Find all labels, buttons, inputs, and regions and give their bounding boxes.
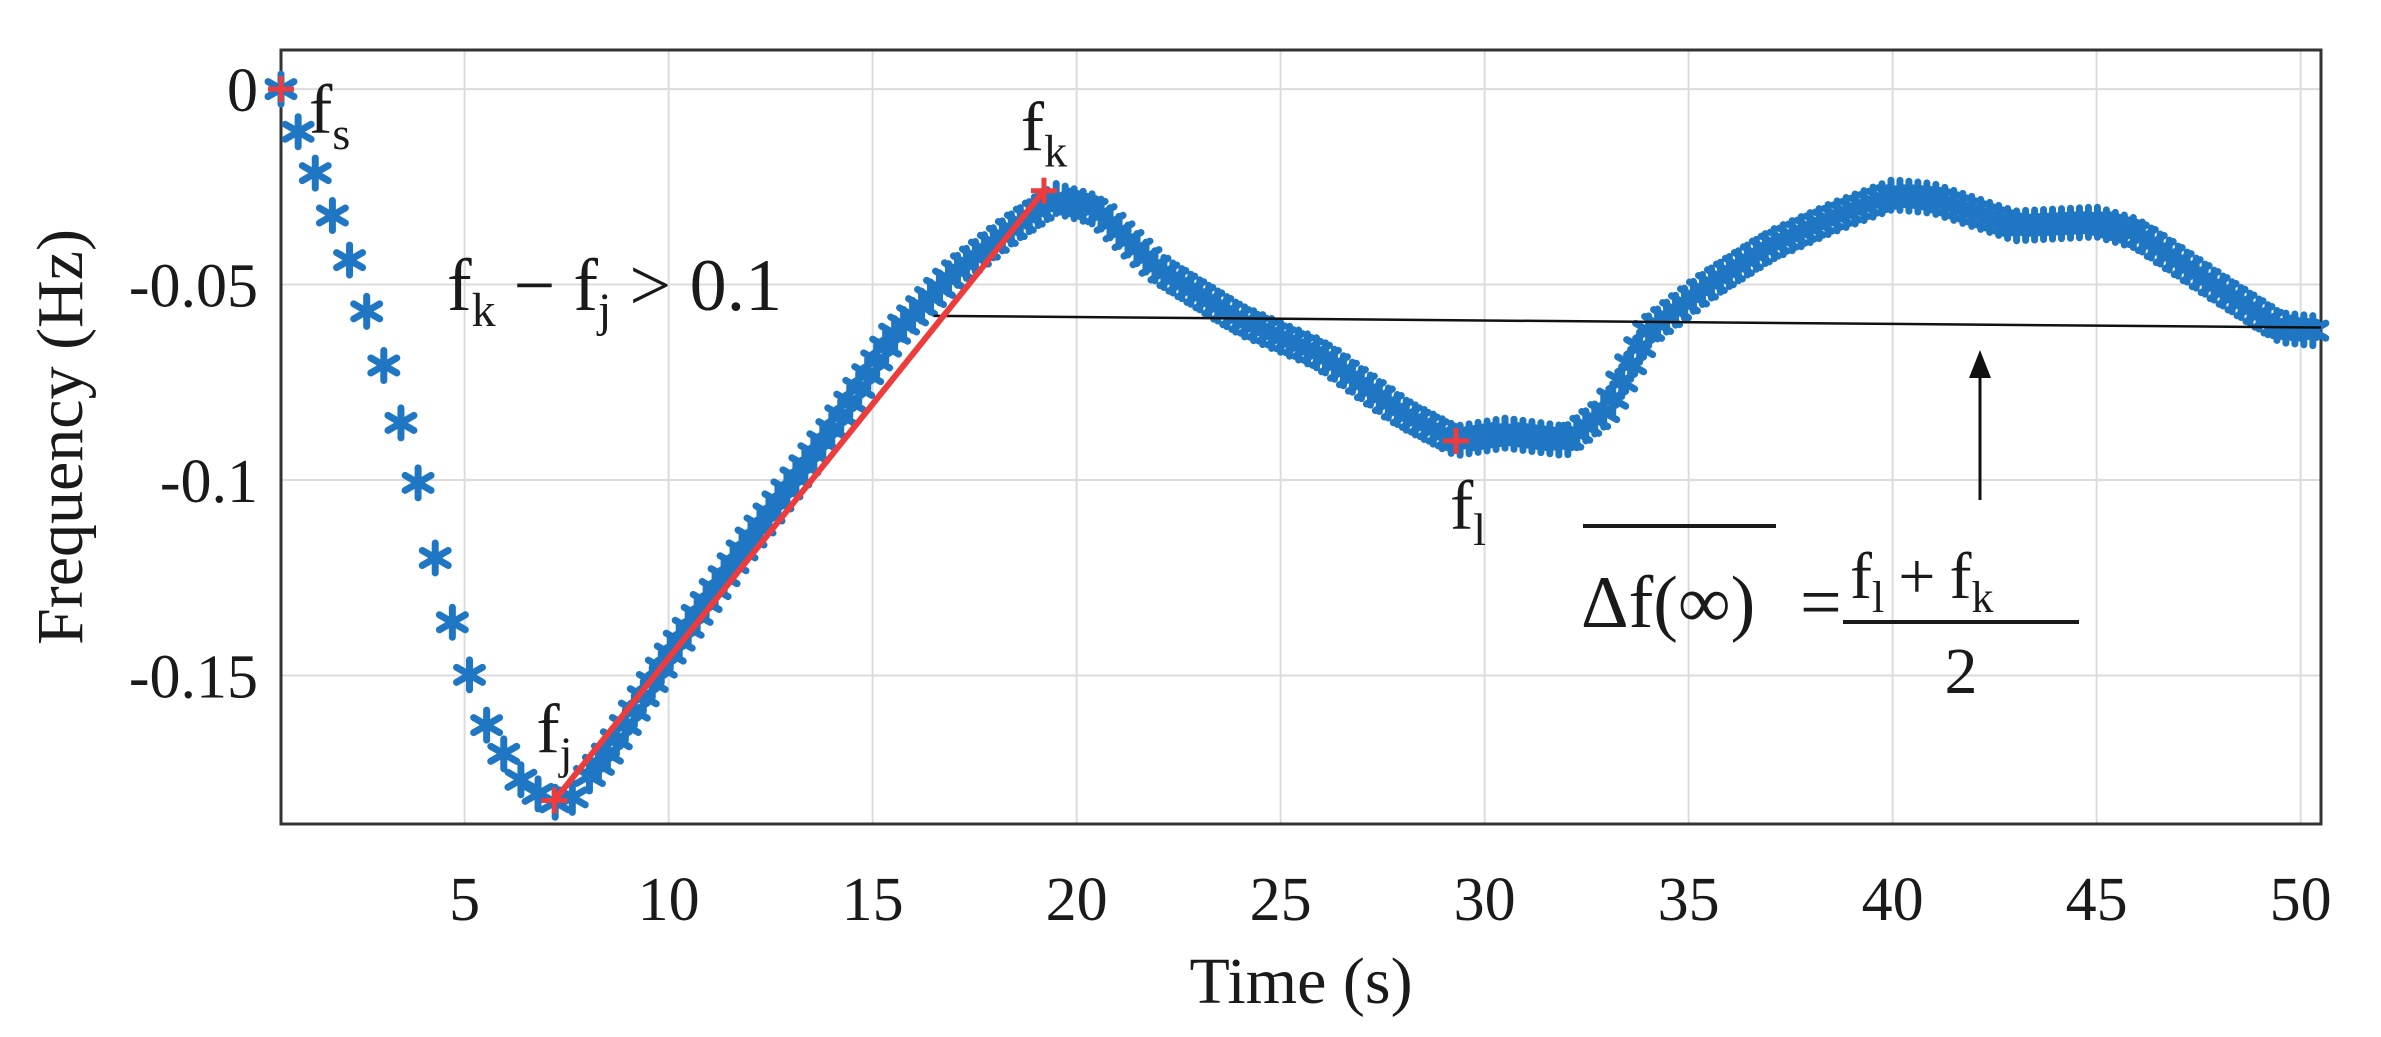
- formula-num-f2: f: [1949, 540, 1971, 613]
- series-layer: [264, 70, 2330, 821]
- data-point: [418, 539, 452, 577]
- y-tick-label: 0: [227, 57, 258, 125]
- slope-line: [552, 188, 1047, 803]
- condition-sub-j: j: [596, 284, 611, 337]
- x-axis-label: Time (s): [1189, 945, 1412, 1018]
- key-point-s: fs: [268, 72, 350, 159]
- plot-area-frame: [279, 48, 2323, 826]
- condition-rest: > 0.1: [629, 245, 782, 327]
- data-point: [435, 603, 469, 641]
- x-tick-label: 5: [449, 866, 480, 934]
- condition-sub-k: k: [472, 284, 496, 337]
- formula-num-sub-l: l: [1872, 573, 1884, 622]
- key-point-label-l: fl: [1450, 468, 1486, 555]
- formula-lhs: Δf(∞): [1581, 562, 1755, 644]
- condition-f1: f: [447, 245, 472, 327]
- formula-num-f1: f: [1850, 540, 1872, 613]
- data-point: [470, 706, 504, 744]
- formula-annotation: Δf(∞) = fl + fk 2: [1581, 524, 2079, 708]
- key-point-label-s: fs: [309, 72, 350, 159]
- annotation-arrow: [1969, 350, 1991, 500]
- formula-num-sub-k: k: [1971, 573, 1993, 622]
- data-point: [298, 154, 332, 192]
- data-point: [2296, 312, 2330, 350]
- x-tick-label: 35: [1658, 866, 1720, 934]
- condition-annotation: fk − fj > 0.1: [447, 245, 782, 337]
- formula-numerator: fl + fk: [1850, 540, 1993, 622]
- y-tick-label: -0.05: [129, 253, 258, 321]
- reference-line: [933, 314, 2322, 329]
- key-point-label-k: fk: [1021, 90, 1067, 177]
- x-tick-label: 50: [2270, 866, 2332, 934]
- data-point: [367, 346, 401, 384]
- condition-f2: f: [573, 245, 598, 327]
- data-point: [384, 404, 418, 442]
- key-point-label-j: fj: [536, 692, 572, 779]
- tick-labels: 5 10 15 20 25 30 35 40 45 50 0 -0.05 -0.1 -0.15: [129, 57, 2332, 934]
- formula-denominator: 2: [1945, 635, 1978, 708]
- y-axis-label: Frequency (Hz): [24, 229, 97, 645]
- data-point: [504, 761, 538, 799]
- y-tick-label: -0.1: [160, 448, 258, 516]
- x-tick-label: 10: [638, 866, 700, 934]
- data-point: [315, 197, 349, 235]
- x-tick-label: 15: [842, 866, 904, 934]
- data-point: [453, 656, 486, 694]
- data-point: [281, 113, 315, 151]
- grid-lines: [281, 50, 2321, 824]
- x-tick-label: 30: [1454, 866, 1516, 934]
- data-point: [401, 464, 435, 502]
- x-tick-label: 25: [1250, 866, 1312, 934]
- key-point-j: fj: [536, 692, 572, 814]
- data-point: [350, 292, 384, 330]
- y-tick-label: -0.15: [129, 643, 258, 711]
- key-point-l: fl: [1443, 427, 1486, 555]
- condition-minus: −: [514, 245, 556, 327]
- x-tick-label: 20: [1046, 866, 1108, 934]
- key-point-k: fk: [1021, 90, 1067, 204]
- x-tick-label: 45: [2066, 866, 2128, 934]
- data-point: [487, 735, 521, 773]
- formula-equals: =: [1800, 562, 1842, 644]
- formula-num-plus: +: [1898, 540, 1935, 613]
- x-tick-label: 40: [1862, 866, 1924, 934]
- data-point: [333, 241, 367, 279]
